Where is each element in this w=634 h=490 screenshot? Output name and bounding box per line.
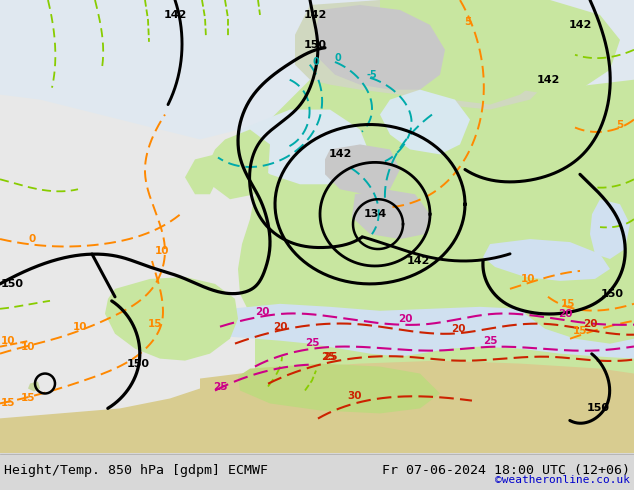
Text: ©weatheronline.co.uk: ©weatheronline.co.uk: [495, 475, 630, 485]
Text: 10: 10: [155, 246, 169, 256]
Text: 0: 0: [313, 57, 320, 67]
Text: 20: 20: [273, 322, 287, 332]
Text: 0: 0: [29, 234, 36, 244]
Text: 150: 150: [600, 289, 623, 299]
Text: 150: 150: [304, 40, 327, 50]
Text: 25: 25: [321, 352, 335, 362]
Text: 15: 15: [560, 299, 575, 309]
Text: 150: 150: [586, 403, 609, 414]
Polygon shape: [525, 274, 634, 343]
Text: 142: 142: [536, 74, 560, 85]
Polygon shape: [0, 0, 255, 453]
Text: 15: 15: [573, 326, 587, 336]
Polygon shape: [238, 164, 634, 343]
Polygon shape: [208, 129, 270, 199]
Text: 142: 142: [406, 256, 430, 266]
Text: 20: 20: [398, 314, 412, 324]
Polygon shape: [185, 154, 220, 194]
Text: Height/Temp. 850 hPa [gdpm] ECMWF: Height/Temp. 850 hPa [gdpm] ECMWF: [4, 464, 268, 477]
Text: 142: 142: [328, 149, 352, 159]
Text: 150: 150: [127, 359, 150, 368]
Text: 15: 15: [148, 319, 162, 329]
Polygon shape: [483, 239, 610, 281]
Text: 142: 142: [568, 20, 592, 30]
Text: 30: 30: [348, 392, 362, 401]
Text: 25: 25: [482, 336, 497, 345]
Text: 10: 10: [1, 336, 15, 345]
Polygon shape: [238, 110, 370, 184]
Text: 20: 20: [255, 307, 269, 317]
Text: 0: 0: [335, 53, 341, 63]
Polygon shape: [380, 0, 545, 104]
Text: 134: 134: [363, 209, 387, 219]
Polygon shape: [352, 189, 430, 239]
Text: 20: 20: [451, 324, 465, 334]
Text: -5: -5: [366, 70, 377, 80]
Polygon shape: [0, 361, 634, 453]
Text: 15: 15: [1, 398, 15, 409]
Text: 10: 10: [521, 274, 535, 284]
Text: 15: 15: [21, 393, 36, 403]
Text: 150: 150: [1, 279, 23, 289]
Polygon shape: [450, 0, 620, 95]
Polygon shape: [380, 90, 470, 154]
Text: 5: 5: [616, 120, 624, 129]
Text: 25: 25: [305, 338, 320, 348]
Polygon shape: [0, 0, 634, 140]
Text: 142: 142: [303, 10, 327, 20]
Polygon shape: [315, 5, 445, 90]
Text: 10: 10: [73, 322, 87, 332]
Polygon shape: [255, 0, 634, 453]
Text: 20: 20: [583, 319, 597, 329]
Text: 25: 25: [213, 382, 227, 392]
Text: 10: 10: [21, 342, 36, 352]
Text: Fr 07-06-2024 18:00 UTC (12+06): Fr 07-06-2024 18:00 UTC (12+06): [382, 464, 630, 477]
Polygon shape: [105, 277, 238, 361]
Polygon shape: [590, 199, 630, 259]
Text: 5: 5: [464, 17, 472, 27]
Polygon shape: [238, 364, 440, 414]
Text: 142: 142: [164, 10, 186, 20]
Polygon shape: [295, 0, 550, 110]
Text: 25: 25: [323, 352, 337, 362]
Polygon shape: [325, 145, 400, 194]
Polygon shape: [215, 304, 634, 359]
Polygon shape: [28, 382, 40, 392]
Text: 20: 20: [558, 309, 573, 319]
